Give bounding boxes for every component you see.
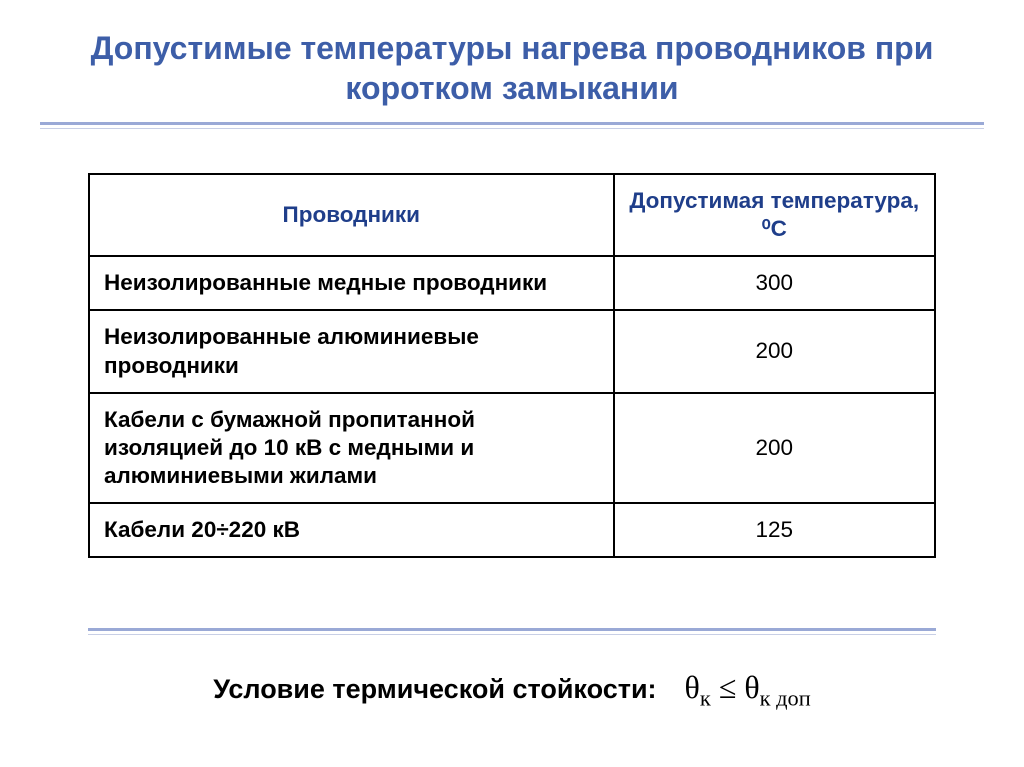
footer-label: Условие термической стойкости: <box>213 674 656 705</box>
table-container: Проводники Допустимая температура, ⁰С Не… <box>88 173 936 558</box>
slide-title: Допустимые температуры нагрева проводник… <box>40 28 984 108</box>
header-conductors: Проводники <box>89 174 614 256</box>
table-row: Неизолированные медные проводники 300 <box>89 256 935 310</box>
cell-desc: Кабели 20÷220 кВ <box>89 503 614 557</box>
footer-formula: θк ≤ θк доп <box>685 669 811 711</box>
theta-sub-1: к <box>700 686 711 711</box>
cell-desc: Неизолированные медные проводники <box>89 256 614 310</box>
title-rule-thin <box>40 128 984 129</box>
temperature-table: Проводники Допустимая температура, ⁰С Не… <box>88 173 936 558</box>
formula-operator: ≤ <box>719 669 737 705</box>
table-header-row: Проводники Допустимая температура, ⁰С <box>89 174 935 256</box>
table-row: Неизолированные алюминиевые проводники 2… <box>89 310 935 392</box>
bottom-rule-thin <box>88 634 936 635</box>
bottom-rule <box>88 628 936 635</box>
footer: Условие термической стойкости: θк ≤ θк д… <box>88 669 936 711</box>
cell-val: 125 <box>614 503 935 557</box>
table-row: Кабели 20÷220 кВ 125 <box>89 503 935 557</box>
cell-val: 200 <box>614 393 935 503</box>
bottom-rule-thick <box>88 628 936 631</box>
theta-2: θ <box>744 669 759 705</box>
title-rule-thick <box>40 122 984 125</box>
header-temperature: Допустимая температура, ⁰С <box>614 174 935 256</box>
table-row: Кабели с бумажной пропитанной изоляцией … <box>89 393 935 503</box>
theta-1: θ <box>685 669 700 705</box>
slide: Допустимые температуры нагрева проводник… <box>0 0 1024 767</box>
cell-val: 300 <box>614 256 935 310</box>
cell-desc: Кабели с бумажной пропитанной изоляцией … <box>89 393 614 503</box>
cell-desc: Неизолированные алюминиевые проводники <box>89 310 614 392</box>
cell-val: 200 <box>614 310 935 392</box>
theta-sub-2: к доп <box>760 686 811 711</box>
